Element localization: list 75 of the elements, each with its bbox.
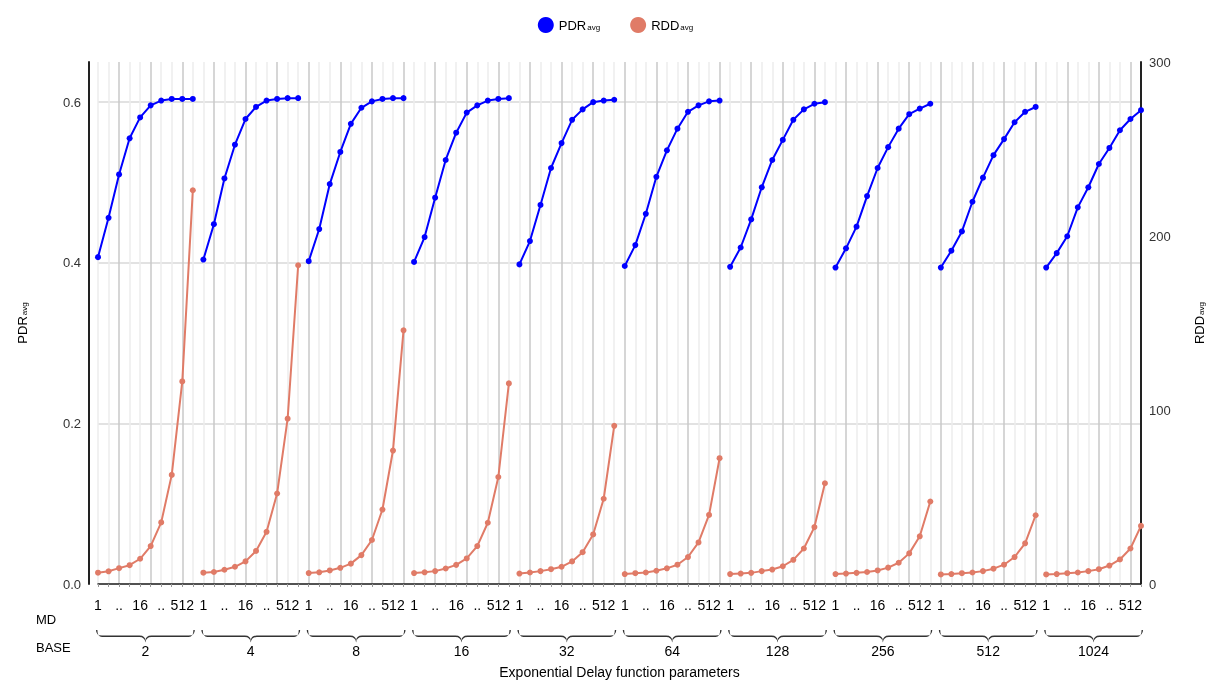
- text: 32: [559, 643, 575, 659]
- x-tick-label: ..: [578, 597, 587, 613]
- x-tick-label: ..: [641, 597, 650, 613]
- x-tick-label: 1: [94, 597, 103, 613]
- x-tick-label: 512: [592, 597, 616, 613]
- text: 128: [765, 643, 790, 659]
- x-tick-label: 512: [1013, 597, 1037, 613]
- x-tick-label: ..: [115, 597, 123, 613]
- x-tick-label: ..: [684, 597, 692, 613]
- x-tick-label: 1: [304, 597, 313, 613]
- text: BASE: [36, 640, 72, 655]
- y2-tick-label: 0: [1149, 576, 1157, 592]
- x-tick-label: 512: [697, 597, 721, 613]
- y-axis-title: PDRavg: [15, 302, 30, 344]
- x-tick-label: 512: [486, 597, 511, 613]
- y2-axis-title: RDDavg: [1192, 301, 1207, 345]
- x-tick-label: 512: [170, 597, 195, 613]
- x-tick-label: ..: [431, 597, 440, 613]
- x-tick-label: 16: [1080, 597, 1097, 613]
- x-tick-label: 512: [381, 597, 405, 613]
- x-tick-label: 16: [448, 597, 465, 613]
- y-tick-label: 0.2: [62, 415, 81, 431]
- x-tick-label: ..: [157, 597, 166, 613]
- x-tick-label: 16: [237, 597, 254, 613]
- x-tick-label: 1: [199, 597, 208, 613]
- text: 256: [871, 643, 895, 659]
- x-tick-label: 16: [553, 597, 570, 613]
- x-tick-label: 16: [975, 597, 991, 613]
- x-tick-label: ..: [325, 597, 334, 613]
- x-tick-label: 1: [620, 597, 629, 613]
- x-tick-label: ..: [262, 597, 271, 613]
- x-tick-label: 16: [764, 597, 781, 613]
- x-tick-label: ..: [1063, 597, 1072, 613]
- x-tick-label: 16: [659, 597, 675, 613]
- y-tick-label: 0.6: [62, 94, 81, 110]
- text: 64: [664, 643, 681, 659]
- x-tick-label: 16: [343, 597, 359, 613]
- x-tick-label: 16: [132, 597, 149, 613]
- legend-label: RDDavg: [651, 17, 694, 33]
- x-tick-label: 512: [1118, 597, 1143, 613]
- x-tick-label: 1: [726, 597, 735, 613]
- x-tick-label: ..: [958, 597, 966, 613]
- text: 1024: [1078, 643, 1110, 659]
- x-tick-label: ..: [473, 597, 482, 613]
- text: 8: [352, 643, 361, 659]
- y-tick-label: 0.4: [62, 255, 81, 271]
- x-tick-label: ..: [1000, 597, 1008, 613]
- text: 4: [246, 643, 255, 659]
- x-tick-label: 512: [802, 597, 827, 613]
- y2-tick-label: 200: [1149, 228, 1171, 244]
- x-tick-label: ..: [894, 597, 903, 613]
- y2-tick-label: 100: [1149, 402, 1171, 418]
- x-tick-label: ..: [536, 597, 545, 613]
- x-tick-label: ..: [368, 597, 376, 613]
- x-tick-label: ..: [789, 597, 798, 613]
- x-tick-label: 16: [869, 597, 886, 613]
- x-tick-label: 1: [936, 597, 945, 613]
- y-tick-label: 0.0: [62, 576, 81, 592]
- x-tick-label: 1: [515, 597, 524, 613]
- x-tick-label: 1: [1042, 597, 1051, 613]
- x-tick-label: 512: [908, 597, 932, 613]
- x-tick-label: ..: [1105, 597, 1114, 613]
- text: 16: [453, 643, 470, 659]
- legend-label: PDRavg: [558, 17, 601, 33]
- text: 2: [141, 643, 150, 659]
- x-tick-label: ..: [747, 597, 756, 613]
- x-tick-label: 1: [831, 597, 840, 613]
- text: MD: [36, 612, 57, 627]
- text: 512: [976, 643, 1001, 659]
- x-axis-title: Exponential Delay function parameters: [499, 664, 740, 680]
- y2-tick-label: 300: [1149, 54, 1171, 70]
- x-tick-label: ..: [220, 597, 229, 613]
- x-tick-label: ..: [852, 597, 861, 613]
- x-tick-label: 1: [410, 597, 419, 613]
- x-tick-label: 512: [275, 597, 300, 613]
